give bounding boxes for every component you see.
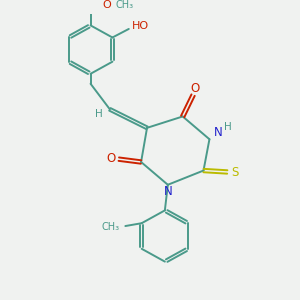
Text: O: O — [107, 152, 116, 165]
Text: H: H — [224, 122, 232, 132]
Text: N: N — [213, 127, 222, 140]
Text: S: S — [231, 166, 238, 179]
Text: CH₃: CH₃ — [116, 0, 134, 10]
Text: H: H — [95, 109, 103, 118]
Text: N: N — [164, 184, 172, 197]
Text: O: O — [190, 82, 199, 95]
Text: O: O — [103, 0, 111, 10]
Text: CH₃: CH₃ — [101, 223, 119, 232]
Text: HO: HO — [131, 21, 148, 31]
